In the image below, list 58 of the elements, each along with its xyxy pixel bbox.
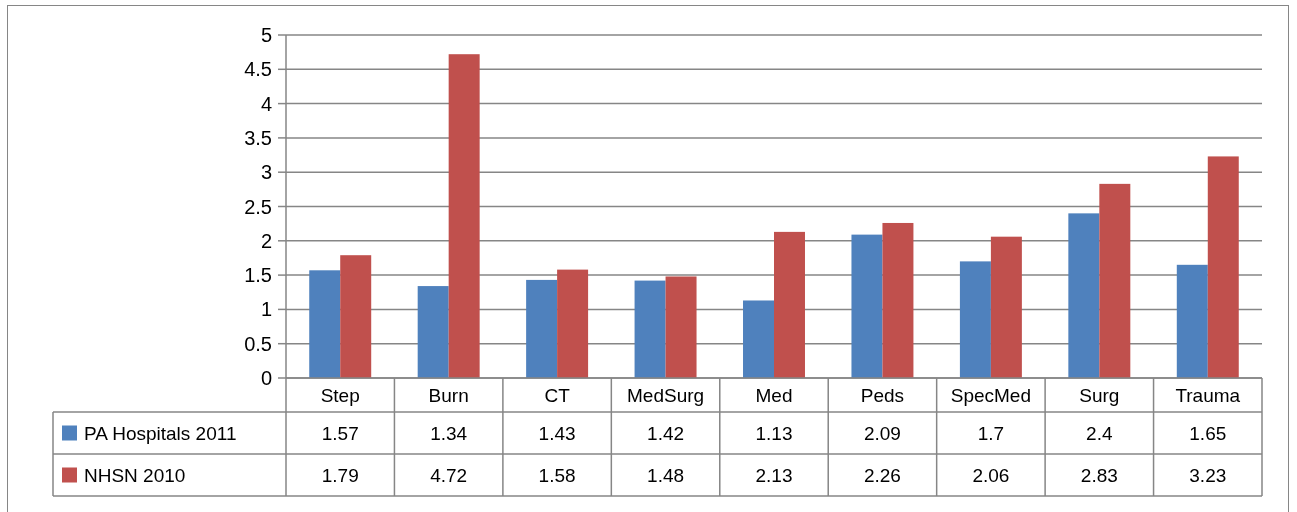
x-tick-label: Med [755, 384, 793, 406]
data-label: 1.34 [430, 422, 468, 444]
data-label: 2.13 [755, 464, 793, 486]
data-label: 2.09 [863, 422, 901, 444]
data-label: 1.65 [1189, 422, 1227, 444]
bar [1176, 264, 1208, 378]
y-tick-label: 2 [260, 229, 272, 252]
x-tick-label: Step [320, 384, 360, 406]
x-tick-label: SpecMed [950, 384, 1032, 406]
bar [1207, 156, 1239, 378]
data-label: 2.83 [1080, 464, 1118, 486]
data-label: 2.06 [972, 464, 1010, 486]
bar [557, 269, 589, 378]
bar [1099, 183, 1131, 378]
bar [526, 279, 558, 378]
y-tick-label: 4 [260, 92, 272, 115]
bar [1068, 213, 1100, 378]
bar [665, 276, 697, 378]
data-label: 1.43 [538, 422, 576, 444]
data-label: 1.79 [321, 464, 359, 486]
x-tick-label: Surg [1079, 384, 1120, 406]
y-tick-label: 3 [260, 161, 272, 184]
data-label: 2.4 [1086, 422, 1113, 444]
x-tick-label: Burn [428, 384, 469, 406]
bar [990, 236, 1022, 378]
y-tick-label: 1.5 [244, 264, 272, 287]
x-tick-label: CT [544, 384, 571, 406]
data-label: 3.23 [1189, 464, 1227, 486]
data-label: 2.26 [863, 464, 901, 486]
x-tick-label: MedSurg [627, 384, 705, 406]
data-label: 4.72 [430, 464, 468, 486]
legend-label: PA Hospitals 2011 [84, 422, 237, 444]
bar [743, 300, 774, 378]
data-label: 1.58 [538, 464, 576, 486]
y-tick-label: 0.5 [244, 332, 272, 355]
y-tick-label: 5 [260, 24, 272, 46]
x-tick-label: Peds [860, 384, 905, 406]
bar [882, 222, 914, 378]
bar [309, 270, 341, 378]
y-tick-label: 3.5 [244, 126, 272, 149]
bar [851, 234, 883, 378]
bar [417, 286, 449, 378]
legend-label: NHSN 2010 [84, 464, 186, 486]
bar [959, 261, 991, 378]
y-tick-label: 2.5 [244, 195, 272, 218]
y-tick-label: 4.5 [244, 58, 272, 81]
bar [340, 255, 372, 378]
x-tick-label: Trauma [1175, 384, 1241, 406]
data-label: 1.13 [755, 422, 793, 444]
data-label: 1.48 [647, 464, 685, 486]
bar [448, 54, 480, 378]
y-tick-label: 0 [260, 367, 272, 389]
data-label: 1.57 [321, 422, 359, 444]
data-label: 1.42 [647, 422, 685, 444]
bar [634, 280, 666, 378]
y-tick-label: 1 [260, 298, 272, 321]
bar [774, 231, 805, 378]
data-label: 1.7 [977, 422, 1005, 444]
